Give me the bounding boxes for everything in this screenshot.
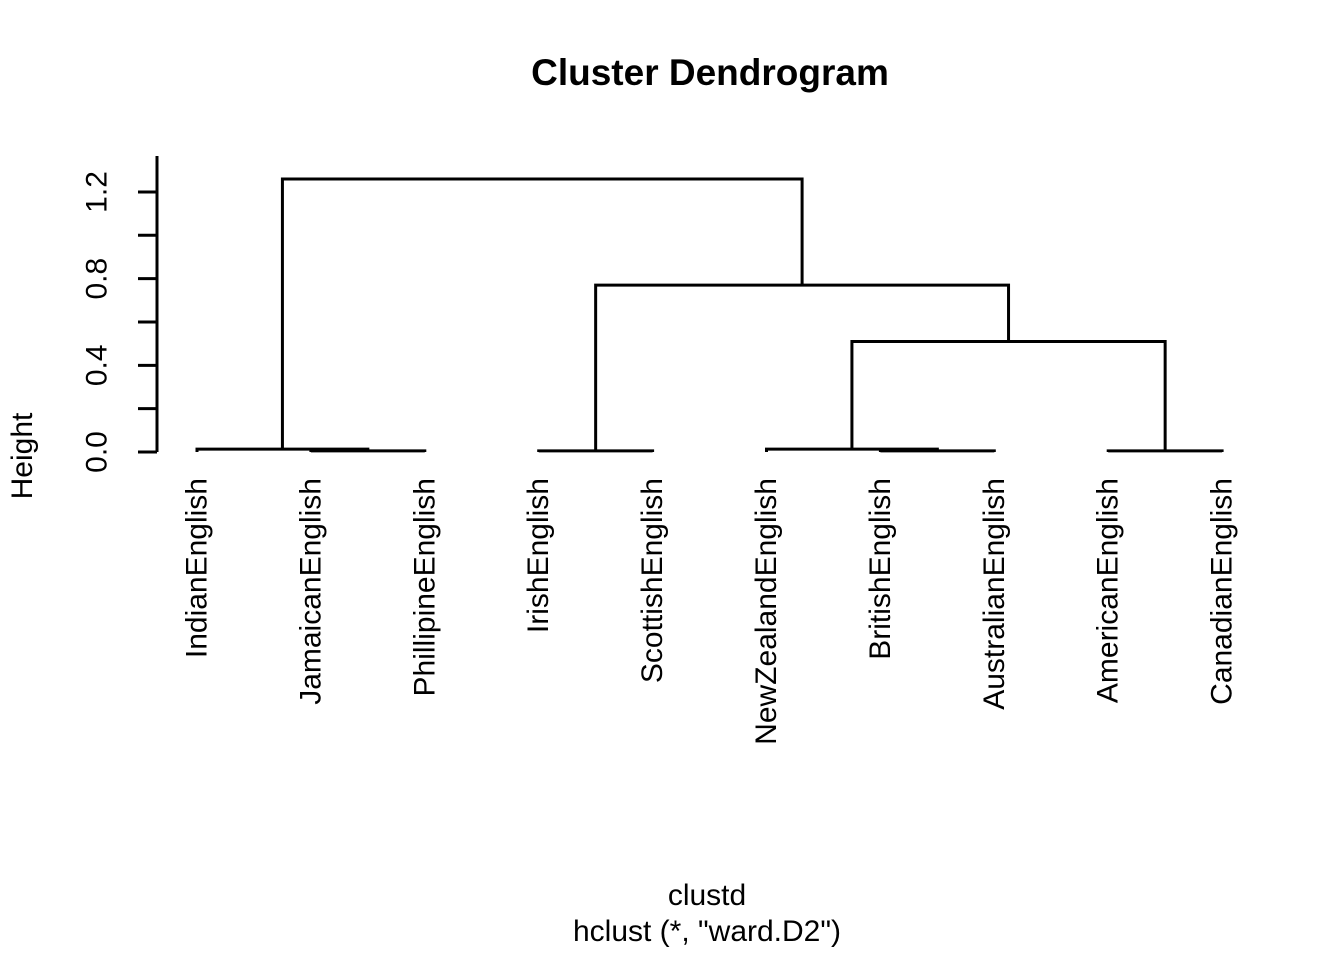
y-tick-label: 0.0: [81, 431, 114, 473]
dendrogram-link: [1106, 449, 1224, 453]
dendrogram-link: [850, 339, 1167, 451]
dendrogram-link: [537, 449, 655, 453]
dendrogram-link: [280, 177, 804, 450]
y-tick-label: 0.8: [81, 258, 114, 300]
chart-title: Cluster Dendrogram: [531, 52, 889, 93]
leaf-label: BritishEnglish: [864, 478, 897, 660]
leaf-label: AmericanEnglish: [1092, 478, 1125, 703]
dendrogram-link: [765, 447, 939, 452]
x-axis-label: clustd: [667, 879, 747, 912]
leaf-label: IndianEnglish: [181, 478, 214, 658]
y-tick-label: 1.2: [81, 171, 114, 213]
leaf-label: PhillipineEnglish: [408, 478, 441, 696]
caption: clustd hclust (*, "ward.D2"): [70, 878, 1344, 950]
leaf-label: CanadianEnglish: [1206, 478, 1239, 705]
dendrogram-link: [878, 449, 996, 453]
hclust-call-label: hclust (*, "ward.D2"): [572, 915, 842, 948]
dendrogram-link: [309, 449, 427, 453]
leaf-label: IrishEnglish: [522, 478, 555, 633]
leaf-label: NewZealandEnglish: [750, 478, 783, 745]
dendrogram-link: [594, 283, 1011, 451]
y-axis-label: Height: [6, 412, 39, 500]
y-tick-label: 0.4: [81, 344, 114, 386]
leaf-label: JamaicanEnglish: [294, 478, 327, 705]
leaf-label: ScottishEnglish: [636, 478, 669, 683]
dendrogram-link: [195, 447, 370, 452]
leaf-label: AustralianEnglish: [978, 478, 1011, 710]
